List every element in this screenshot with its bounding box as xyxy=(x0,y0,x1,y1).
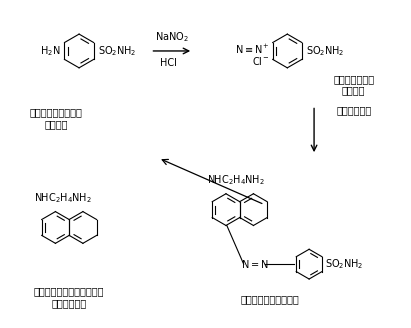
Text: NHC$_2$H$_4$NH$_2$: NHC$_2$H$_4$NH$_2$ xyxy=(207,173,265,187)
Text: NaNO$_2$: NaNO$_2$ xyxy=(155,30,189,44)
Text: ジアゾニウム塩: ジアゾニウム塩 xyxy=(333,74,374,84)
Text: アゾ色素（ピンク色）: アゾ色素（ピンク色） xyxy=(240,294,299,304)
Text: N$=$N: N$=$N xyxy=(241,258,268,270)
Text: SO$_2$NH$_2$: SO$_2$NH$_2$ xyxy=(325,257,363,271)
Text: ナフチルエチレンジアミン: ナフチルエチレンジアミン xyxy=(34,286,104,296)
Text: （淡い黄色）: （淡い黄色） xyxy=(51,298,87,308)
Text: H$_2$N: H$_2$N xyxy=(40,44,60,58)
Text: SO$_2$NH$_2$: SO$_2$NH$_2$ xyxy=(98,44,136,58)
Text: カップリング: カップリング xyxy=(336,106,372,115)
Text: SO$_2$NH$_2$: SO$_2$NH$_2$ xyxy=(306,44,345,58)
Text: NHC$_2$H$_4$NH$_2$: NHC$_2$H$_4$NH$_2$ xyxy=(35,191,92,205)
Text: スルファニルアミド: スルファニルアミド xyxy=(30,108,83,117)
Text: N$\equiv$N$^+$: N$\equiv$N$^+$ xyxy=(235,42,270,55)
Text: （無色）: （無色） xyxy=(342,86,365,96)
Text: HCl: HCl xyxy=(160,58,177,68)
Text: （無色）: （無色） xyxy=(44,119,68,129)
Text: Cl$^-$: Cl$^-$ xyxy=(252,55,270,67)
